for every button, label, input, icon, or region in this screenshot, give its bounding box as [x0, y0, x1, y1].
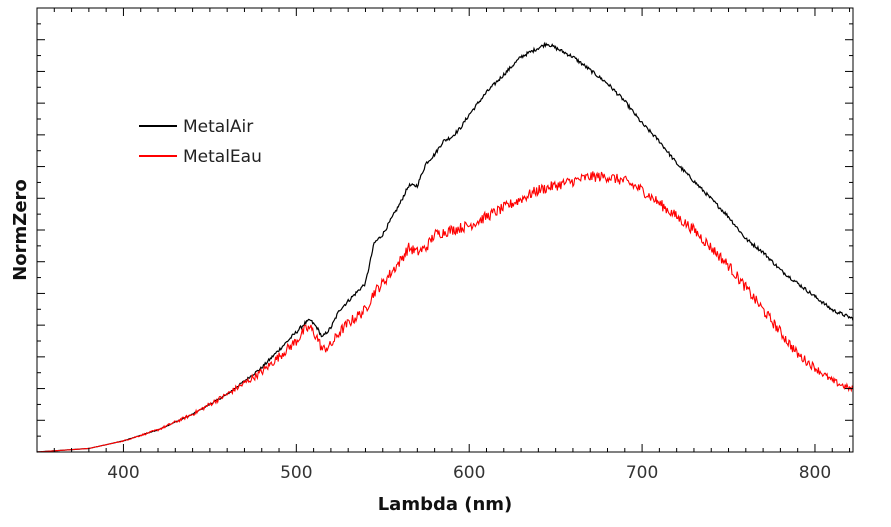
y-axis	[37, 7, 853, 453]
x-tick-label: 500	[280, 463, 312, 483]
legend-label-metaleau: MetalEau	[183, 147, 262, 167]
legend-label-metalair: MetalAir	[183, 117, 253, 137]
legend: MetalAir MetalEau	[139, 117, 262, 167]
series-layer	[36, 41, 854, 453]
x-axis-title: Lambda (nm)	[378, 494, 513, 515]
series-line-metalair	[36, 41, 854, 453]
x-axis: 400 500 600 700 800	[36, 8, 851, 483]
x-tick-label: 800	[799, 463, 831, 483]
x-tick-label: 700	[626, 463, 658, 483]
x-tick-label: 400	[107, 463, 139, 483]
y-axis-title: NormZero	[10, 179, 31, 281]
x-tick-label: 600	[453, 463, 485, 483]
plot-frame	[36, 7, 854, 453]
series-line-metaleau	[36, 171, 854, 453]
